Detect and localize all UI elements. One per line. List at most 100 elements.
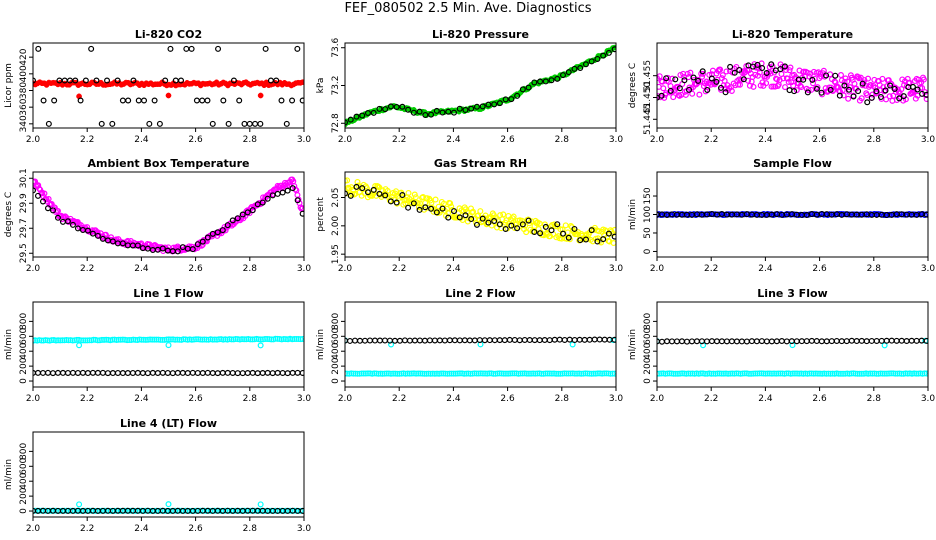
data-point bbox=[40, 97, 47, 104]
data-point bbox=[479, 215, 486, 222]
data-point bbox=[433, 209, 440, 216]
data-point bbox=[119, 370, 126, 377]
data-point bbox=[450, 370, 457, 377]
data-point bbox=[514, 225, 521, 232]
data-point bbox=[517, 370, 524, 377]
data-point bbox=[289, 369, 296, 376]
data-point bbox=[768, 370, 775, 377]
data-point bbox=[422, 112, 429, 119]
x-tick-label: 2.6 bbox=[188, 135, 203, 145]
data-point bbox=[754, 61, 761, 68]
data-point bbox=[104, 370, 111, 377]
data-point bbox=[442, 370, 449, 377]
data-point bbox=[399, 192, 406, 199]
data-point bbox=[294, 369, 301, 376]
data-point bbox=[507, 370, 514, 377]
data-point bbox=[44, 205, 51, 212]
data-point bbox=[350, 370, 357, 377]
data-point bbox=[837, 370, 844, 377]
data-point bbox=[508, 222, 515, 229]
data-point bbox=[211, 336, 218, 343]
data-point bbox=[279, 189, 286, 196]
data-point bbox=[147, 507, 154, 514]
data-point bbox=[699, 70, 706, 77]
data-point bbox=[755, 65, 762, 72]
data-point bbox=[427, 370, 434, 377]
data-point bbox=[537, 230, 544, 237]
data-point bbox=[376, 337, 383, 344]
data-point bbox=[473, 370, 480, 377]
data-point bbox=[782, 67, 789, 74]
data-point bbox=[565, 69, 572, 76]
data-point bbox=[833, 337, 840, 344]
data-point bbox=[130, 77, 137, 84]
data-point bbox=[821, 73, 828, 80]
data-point bbox=[750, 83, 757, 90]
data-point bbox=[96, 507, 103, 514]
data-point bbox=[229, 217, 236, 224]
data-point bbox=[723, 338, 730, 345]
data-point bbox=[763, 69, 770, 76]
data-point bbox=[486, 337, 493, 344]
data-point bbox=[422, 204, 429, 211]
data-point bbox=[752, 71, 759, 78]
data-series bbox=[33, 335, 304, 349]
data-point bbox=[594, 370, 601, 377]
x-tick-label: 3.0 bbox=[921, 394, 936, 404]
data-point bbox=[78, 507, 85, 514]
plot-frame bbox=[344, 301, 617, 388]
x-tick-label: 2.6 bbox=[188, 394, 203, 404]
data-point bbox=[299, 335, 304, 342]
data-point bbox=[34, 369, 41, 376]
data-point bbox=[39, 198, 46, 205]
data-point bbox=[658, 338, 665, 345]
x-tick-label: 2.4 bbox=[446, 264, 461, 274]
data-point bbox=[865, 75, 872, 82]
data-point bbox=[477, 370, 484, 377]
data-point bbox=[42, 507, 49, 514]
data-point bbox=[465, 370, 472, 377]
data-point bbox=[35, 45, 42, 52]
data-point bbox=[432, 196, 439, 203]
data-point bbox=[498, 370, 505, 377]
x-tick-label: 2.4 bbox=[134, 264, 149, 274]
data-point bbox=[875, 370, 882, 377]
data-point bbox=[144, 336, 151, 343]
data-point bbox=[672, 76, 679, 83]
data-point bbox=[531, 337, 538, 344]
data-point bbox=[702, 370, 709, 377]
data-point bbox=[224, 369, 231, 376]
data-point bbox=[810, 370, 817, 377]
data-point bbox=[808, 337, 815, 344]
data-point bbox=[894, 370, 901, 377]
data-point bbox=[496, 100, 503, 107]
data-point bbox=[55, 337, 62, 344]
data-point bbox=[777, 370, 784, 377]
y-tick-label: 73.6 bbox=[331, 37, 341, 57]
y-tick-label: 200 bbox=[643, 357, 653, 374]
data-point bbox=[98, 120, 105, 127]
x-tick-label: 3.0 bbox=[297, 264, 312, 274]
data-point bbox=[54, 214, 61, 221]
data-point bbox=[825, 370, 832, 377]
x-tick-label: 2.4 bbox=[758, 264, 773, 274]
data-point bbox=[44, 337, 51, 344]
data-point bbox=[844, 370, 851, 377]
data-point bbox=[820, 67, 827, 74]
data-point bbox=[278, 97, 285, 104]
chart-panel: Gas Stream RH 2.0 2.2 2.4 2.6 2.8 3.0 1.95 2.00 2… bbox=[316, 157, 623, 274]
data-point bbox=[600, 52, 607, 59]
data-series bbox=[657, 61, 928, 106]
data-point bbox=[199, 336, 206, 343]
data-point bbox=[607, 370, 614, 377]
data-point bbox=[299, 507, 304, 514]
data-series bbox=[657, 60, 928, 104]
data-point bbox=[858, 370, 865, 377]
data-point bbox=[664, 370, 671, 377]
data-point bbox=[823, 370, 830, 377]
data-point bbox=[361, 337, 368, 344]
data-point bbox=[246, 120, 253, 127]
data-point bbox=[183, 45, 190, 52]
data-point bbox=[359, 112, 366, 119]
data-point bbox=[923, 337, 928, 344]
